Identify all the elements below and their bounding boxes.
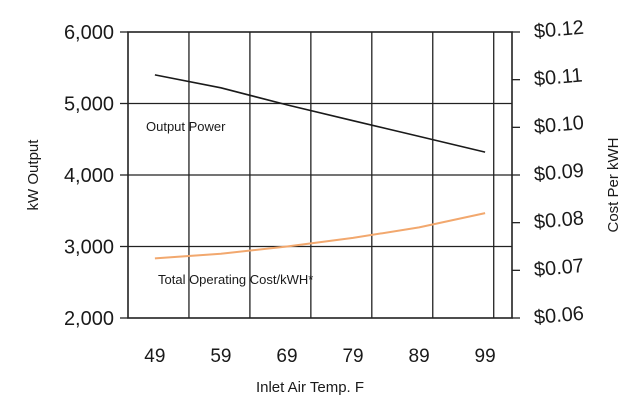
right-y-tick-label: $0.10 [533,112,585,138]
right-y-tick-label: $0.12 [533,17,585,43]
output-power-annotation: Output Power [146,119,226,134]
operating-cost-series-line [154,212,486,260]
x-tick-label: 79 [342,346,363,367]
right-y-axis-title: Cost Per kWH [605,137,622,232]
right-y-tick-label: $0.09 [533,160,585,186]
left-y-tick-label: 5,000 [64,94,114,116]
x-tick-label: 49 [144,346,165,367]
x-tick-label: 89 [409,346,430,367]
left-y-tick-label: 3,000 [64,237,114,259]
operating-cost-annotation: Total Operating Cost/kWH* [158,272,313,287]
x-axis-title: Inlet Air Temp. F [256,379,364,396]
right-y-tick-label: $0.07 [533,255,585,281]
x-tick-label: 69 [276,346,297,367]
left-y-tick-label: 6,000 [64,22,114,44]
left-y-tick-label: 4,000 [64,165,114,187]
right-y-tick-label: $0.06 [533,303,585,329]
x-tick-label: 59 [210,346,231,367]
left-y-tick-label: 2,000 [64,308,114,330]
right-y-tick-label: $0.11 [533,64,583,90]
x-tick-label: 99 [475,346,496,367]
output-power-series-line [154,74,486,153]
right-y-tick-label: $0.08 [533,207,585,233]
left-y-axis-title: kW Output [25,139,42,211]
